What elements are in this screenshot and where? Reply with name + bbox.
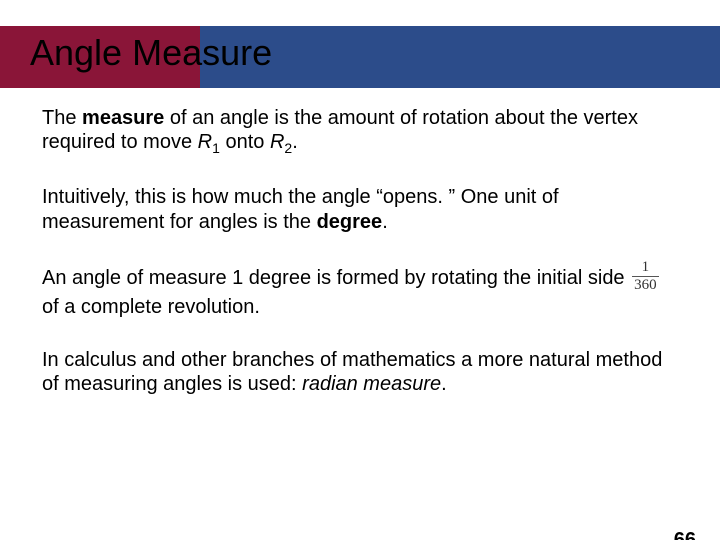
- p3-text-2: of a complete revolution.: [42, 296, 260, 318]
- paragraph-1: The measure of an angle is the amount of…: [42, 106, 678, 157]
- ray-2-base: R: [270, 131, 284, 153]
- p1-bold-measure: measure: [82, 107, 164, 129]
- p2-bold-degree: degree: [317, 211, 383, 233]
- slide-body: The measure of an angle is the amount of…: [0, 88, 720, 396]
- p1-text-3: onto: [220, 131, 270, 153]
- p3-text-1: An angle of measure 1 degree is formed b…: [42, 267, 630, 289]
- p1-text-4: .: [292, 131, 298, 153]
- title-bar-blue: [200, 26, 720, 88]
- paragraph-3: An angle of measure 1 degree is formed b…: [42, 262, 678, 319]
- slide-title: Angle Measure: [30, 32, 272, 74]
- paragraph-4: In calculus and other branches of mathem…: [42, 348, 678, 397]
- fraction-numerator: 1: [632, 260, 659, 277]
- title-bar: Angle Measure: [0, 26, 720, 88]
- fraction-1-over-360: 1360: [632, 260, 659, 293]
- fraction-denominator: 360: [632, 277, 659, 293]
- p2-text-2: .: [382, 211, 388, 233]
- ray-1-subscript: 1: [212, 140, 220, 156]
- p2-text-1: Intuitively, this is how much the angle …: [42, 186, 559, 232]
- page-number: 66: [674, 529, 696, 540]
- p1-text-1: The: [42, 107, 82, 129]
- p4-italic-radian-measure: radian measure: [302, 373, 441, 395]
- ray-1-base: R: [198, 131, 212, 153]
- paragraph-2: Intuitively, this is how much the angle …: [42, 185, 678, 234]
- p4-text-2: .: [441, 373, 447, 395]
